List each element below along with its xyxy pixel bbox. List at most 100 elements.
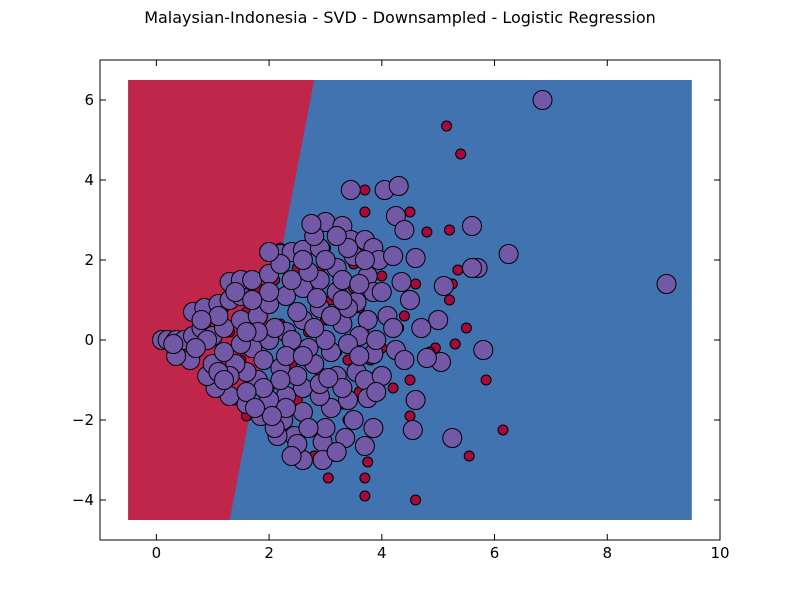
data-point — [242, 270, 263, 290]
data-point — [656, 274, 677, 294]
data-point — [281, 446, 302, 466]
data-point — [441, 120, 453, 132]
data-point — [292, 346, 313, 366]
data-point — [394, 220, 415, 240]
data-point — [421, 226, 433, 238]
data-point — [359, 490, 371, 502]
y-tick-label: 6 — [84, 91, 94, 109]
data-point — [292, 250, 313, 270]
data-point — [332, 270, 353, 290]
data-point — [287, 366, 308, 386]
data-point — [366, 382, 387, 402]
data-point — [315, 418, 336, 438]
data-point — [394, 350, 415, 370]
data-point — [281, 270, 302, 290]
data-point — [410, 494, 422, 506]
data-point — [163, 334, 184, 354]
data-point — [264, 318, 285, 338]
data-point — [214, 342, 234, 362]
data-point — [371, 282, 392, 302]
data-point — [242, 290, 263, 310]
data-point — [225, 282, 246, 302]
x-tick-label: 0 — [152, 544, 162, 562]
data-point — [444, 224, 455, 236]
data-point — [480, 374, 492, 386]
data-point — [359, 206, 371, 218]
data-point — [428, 310, 449, 330]
data-point — [261, 406, 282, 426]
data-point — [387, 382, 399, 394]
data-point — [376, 270, 388, 282]
data-point — [404, 206, 416, 218]
data-point — [322, 472, 334, 484]
data-point — [340, 180, 361, 200]
data-point — [318, 368, 339, 388]
data-point — [349, 274, 370, 294]
data-point — [185, 338, 206, 358]
data-point — [532, 90, 553, 110]
data-point — [410, 278, 422, 290]
data-point — [404, 374, 416, 386]
y-tick-label: 2 — [84, 251, 94, 269]
data-point — [363, 418, 384, 438]
data-point — [259, 282, 280, 302]
data-point — [405, 390, 426, 410]
data-point — [442, 428, 463, 448]
data-point — [270, 370, 291, 390]
data-point — [416, 348, 437, 368]
data-point — [362, 456, 374, 468]
data-point — [383, 318, 404, 338]
data-point — [236, 382, 257, 402]
data-point — [402, 420, 423, 440]
data-point — [332, 290, 353, 310]
data-point — [245, 398, 265, 418]
data-point — [400, 290, 420, 310]
y-tick-label: 4 — [84, 171, 94, 189]
data-point — [462, 258, 482, 278]
data-point — [455, 148, 467, 160]
data-point — [433, 276, 454, 296]
axis-ticks: 0 2 4 6 8 10 −4 −2 0 2 4 6 — [72, 60, 730, 562]
data-point — [411, 318, 432, 338]
data-point — [398, 310, 410, 322]
data-point — [276, 346, 296, 366]
chart-title: Malaysian-Indonesia - SVD - Downsampled … — [144, 8, 656, 27]
x-tick-label: 4 — [377, 544, 387, 562]
data-point — [287, 302, 308, 322]
data-point — [404, 410, 416, 422]
data-point — [388, 176, 409, 196]
data-point — [253, 350, 274, 370]
data-point — [349, 346, 370, 366]
y-tick-label: −4 — [72, 491, 94, 509]
data-point — [253, 378, 274, 398]
x-tick-label: 2 — [264, 544, 274, 562]
scatter-points — [152, 90, 677, 506]
data-point — [354, 250, 375, 270]
y-tick-label: 0 — [84, 331, 94, 349]
plot-frame — [99, 59, 721, 541]
data-point — [452, 264, 464, 276]
data-point — [332, 378, 353, 398]
data-point — [498, 244, 519, 264]
data-point — [463, 450, 475, 462]
data-point — [359, 184, 371, 196]
data-point — [391, 272, 412, 292]
x-tick-label: 8 — [602, 544, 612, 562]
data-point — [497, 424, 509, 436]
data-point — [321, 306, 342, 326]
data-point — [326, 442, 347, 462]
data-point — [298, 418, 319, 438]
data-point — [208, 306, 229, 326]
data-point — [315, 250, 336, 270]
data-point — [359, 472, 371, 484]
x-tick-label: 6 — [490, 544, 500, 562]
data-point — [304, 318, 325, 338]
data-point — [357, 310, 378, 330]
data-point — [191, 310, 212, 330]
series-large — [152, 90, 677, 470]
data-point — [449, 338, 461, 350]
data-point — [460, 322, 472, 334]
y-tick-label: −2 — [72, 411, 94, 429]
data-point — [307, 288, 327, 308]
